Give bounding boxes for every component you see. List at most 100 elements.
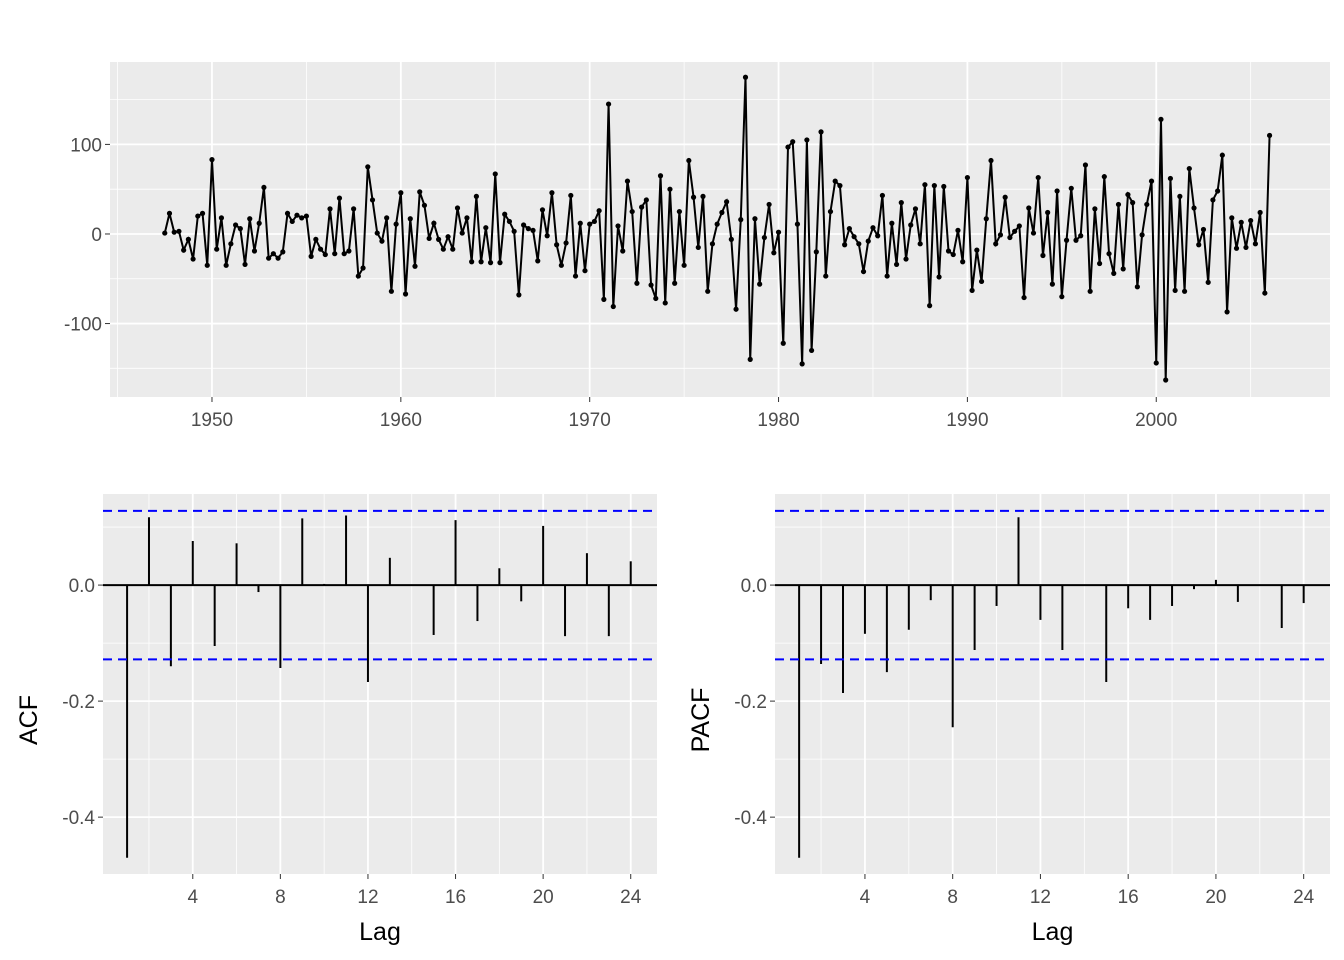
x-tick-label: 8 xyxy=(275,887,286,908)
data-point xyxy=(497,260,503,266)
y-tick-label: 100 xyxy=(70,135,102,156)
data-point xyxy=(577,220,583,226)
data-point xyxy=(322,251,328,258)
data-point xyxy=(563,240,569,246)
data-point xyxy=(247,216,253,222)
data-point xyxy=(672,280,678,286)
data-point xyxy=(1219,152,1225,158)
data-point xyxy=(620,248,626,254)
y-axis-title: PACF xyxy=(687,688,715,753)
data-point xyxy=(775,229,782,235)
data-point xyxy=(1252,241,1259,247)
data-point xyxy=(941,183,947,190)
data-point xyxy=(1063,237,1070,243)
data-point xyxy=(417,189,423,195)
data-point xyxy=(242,261,248,268)
data-point xyxy=(813,249,819,255)
data-point xyxy=(908,222,914,228)
data-point xyxy=(950,251,956,258)
data-point xyxy=(209,157,215,163)
x-tick-label: 20 xyxy=(533,887,554,908)
data-point xyxy=(917,241,923,247)
data-point xyxy=(1035,174,1041,181)
data-point xyxy=(912,206,919,212)
data-point xyxy=(653,295,659,302)
data-point xyxy=(690,194,697,200)
data-point xyxy=(214,246,220,252)
data-point xyxy=(332,251,338,257)
data-point xyxy=(738,217,744,223)
panel-background xyxy=(775,494,1330,874)
data-point xyxy=(662,300,668,306)
panel-background xyxy=(110,62,1330,397)
data-point xyxy=(610,303,616,310)
data-point xyxy=(388,288,394,294)
data-point xyxy=(785,144,791,150)
x-tick-label: 1950 xyxy=(191,410,233,431)
data-point xyxy=(790,139,796,145)
y-tick-label: -0.2 xyxy=(62,692,95,713)
data-point xyxy=(1257,209,1263,216)
data-point xyxy=(851,234,857,240)
x-tick-label: 1990 xyxy=(946,410,988,431)
data-point xyxy=(1215,188,1221,194)
data-point xyxy=(171,229,177,235)
data-point xyxy=(412,263,418,269)
data-point xyxy=(596,208,602,214)
data-point xyxy=(506,218,513,225)
data-point xyxy=(1054,188,1060,194)
data-point xyxy=(228,241,234,247)
data-point xyxy=(469,259,475,265)
data-point xyxy=(1177,193,1183,199)
data-point xyxy=(879,192,886,199)
data-point xyxy=(402,291,409,297)
data-point xyxy=(1007,234,1013,241)
data-point xyxy=(955,227,961,233)
data-point xyxy=(700,193,706,199)
data-point xyxy=(294,212,300,218)
x-tick-label: 1970 xyxy=(569,410,611,431)
data-point xyxy=(1134,284,1140,290)
data-point xyxy=(256,220,262,226)
data-point xyxy=(960,259,966,265)
data-point xyxy=(162,230,168,236)
data-point xyxy=(643,197,649,203)
data-point xyxy=(1153,360,1159,366)
data-point xyxy=(634,280,640,286)
data-point xyxy=(761,234,767,241)
x-tick-label: 24 xyxy=(620,887,642,908)
data-point xyxy=(1073,237,1079,243)
data-point xyxy=(615,223,621,229)
data-point xyxy=(185,236,191,242)
data-point xyxy=(289,218,295,225)
data-point xyxy=(341,251,347,257)
data-point xyxy=(587,221,593,227)
data-point xyxy=(978,278,985,285)
data-point xyxy=(903,256,909,262)
data-point xyxy=(261,184,267,191)
data-point xyxy=(1125,191,1131,198)
x-tick-label: 1980 xyxy=(757,410,799,431)
data-point xyxy=(440,246,446,252)
data-point xyxy=(450,246,456,252)
data-point xyxy=(742,74,749,80)
y-tick-label: -0.4 xyxy=(62,808,95,829)
data-point xyxy=(270,251,276,257)
data-point xyxy=(719,209,725,216)
panel-background xyxy=(103,494,657,874)
data-point xyxy=(582,268,588,274)
data-point xyxy=(709,241,716,247)
data-point xyxy=(336,195,343,201)
data-point xyxy=(1045,209,1051,216)
data-point xyxy=(818,129,824,135)
data-point xyxy=(624,178,631,184)
data-point xyxy=(520,222,527,228)
data-point xyxy=(313,236,319,242)
data-point xyxy=(379,238,385,244)
x-tick-label: 20 xyxy=(1205,887,1226,908)
data-point xyxy=(284,210,291,216)
data-point xyxy=(308,253,314,259)
data-point xyxy=(1144,201,1150,208)
data-point xyxy=(780,340,786,346)
data-point xyxy=(1139,232,1145,238)
